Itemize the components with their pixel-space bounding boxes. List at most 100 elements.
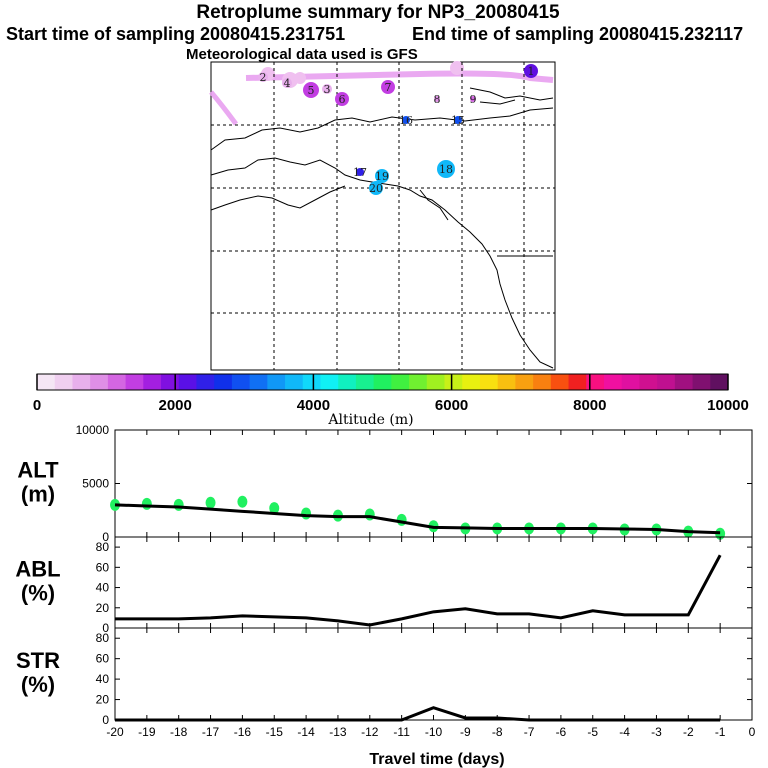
series-line — [115, 706, 721, 722]
map-point-9: 9 — [470, 93, 477, 106]
colorbar-cell — [72, 374, 91, 390]
map-coastlines — [210, 87, 554, 369]
x-tick-label: -6 — [556, 725, 567, 739]
colorbar-cell — [674, 374, 694, 390]
colorbar-cell — [621, 374, 640, 390]
colorbar-cell — [444, 374, 463, 390]
colorbar-cell — [426, 374, 446, 390]
map-point-label: 1 — [528, 65, 535, 78]
map-point-label: 6 — [339, 93, 346, 106]
colorbar-cell — [107, 374, 127, 390]
map-point-label: 4 — [284, 77, 291, 90]
colorbar-cell — [214, 374, 233, 390]
map-point-6: 6 — [335, 92, 349, 106]
map-point-20: 20 — [369, 181, 383, 195]
colorbar-cell — [37, 374, 56, 390]
y-tick-label: 40 — [96, 581, 110, 595]
colorbar-cell — [533, 374, 552, 390]
colorbar-cell — [710, 374, 729, 390]
x-tick-label: -17 — [202, 725, 220, 739]
colorbar-cell — [320, 374, 339, 390]
y-axis-label: ABL — [15, 557, 60, 582]
colorbar-cell — [497, 374, 516, 390]
y-tick-label: 20 — [96, 601, 110, 615]
colorbar-cell — [515, 374, 534, 390]
plume-scatter-point — [237, 495, 248, 508]
x-tick-label: -4 — [619, 725, 630, 739]
x-tick-label: -5 — [587, 725, 598, 739]
colorbar-cell — [231, 374, 251, 390]
colorbar-cell — [90, 374, 109, 390]
panel-abl: ABL(%) 80 60 40 20 0 — [15, 536, 753, 635]
colorbar-cell — [568, 374, 587, 390]
end-time-label: End time of sampling 20080415.232117 — [412, 24, 744, 44]
colorbar-cell — [125, 374, 144, 390]
colorbar-cell — [479, 374, 499, 390]
map-point-4: 4 — [282, 77, 292, 90]
colorbar-cell — [692, 374, 711, 390]
x-tick-label: -16 — [234, 725, 252, 739]
x-tick-label: -18 — [170, 725, 188, 739]
x-tick-label: -12 — [361, 725, 379, 739]
map-point-label: 16 — [399, 114, 413, 127]
y-tick-label: 0 — [102, 621, 109, 635]
x-tick-label: -11 — [393, 725, 410, 739]
map-point-7: 7 — [381, 80, 395, 94]
colorbar-tick-label: 10000 — [707, 397, 749, 414]
colorbar-tick-label: 0 — [33, 397, 41, 414]
x-tick-label: -19 — [138, 725, 156, 739]
colorbar-label: Altitude (m) — [327, 412, 413, 428]
map-point-label: 9 — [470, 93, 477, 106]
y-axis-label: (%) — [21, 672, 55, 697]
x-axis-label: Travel time (days) — [369, 751, 504, 768]
colorbar-cell — [249, 374, 268, 390]
map-point-label: 19 — [375, 170, 389, 183]
colorbar-cell — [302, 374, 321, 390]
y-axis-label: ALT — [17, 458, 59, 483]
y-tick-label: 60 — [96, 560, 110, 574]
y-axis-label: STR — [16, 648, 60, 673]
series-line — [115, 554, 722, 627]
colorbar-tick-label: 6000 — [435, 397, 468, 414]
x-tick-label: -7 — [524, 725, 535, 739]
y-tick-label: 10000 — [76, 423, 110, 437]
colorbar-cell — [161, 374, 180, 390]
colorbar-cell — [285, 374, 304, 390]
map-point-8: 8 — [434, 93, 441, 106]
map-point-16: 16 — [399, 114, 413, 127]
x-tick-label: -20 — [106, 725, 124, 739]
x-tick-label: -13 — [329, 725, 347, 739]
colorbar-cell — [373, 374, 392, 390]
y-tick-label: 0 — [102, 530, 109, 544]
x-tick-label: -2 — [683, 725, 694, 739]
map-point-2: 2 — [258, 71, 268, 84]
x-tick-label: -3 — [651, 725, 662, 739]
colorbar-cell — [657, 374, 676, 390]
x-tick-label: -1 — [715, 725, 726, 739]
colorbar-cell — [462, 374, 481, 390]
panel-alt: ALT(m) 10000 5000 0 — [17, 423, 753, 544]
y-tick-label: 40 — [96, 672, 110, 686]
map-point-label: 8 — [434, 93, 441, 106]
y-tick-label: 60 — [96, 652, 110, 666]
plume-scatter-point — [269, 502, 280, 515]
plume-scatter-point — [301, 507, 312, 520]
x-tick-label: -10 — [425, 725, 443, 739]
y-axis-label: (m) — [21, 482, 55, 507]
colorbar-cell — [178, 374, 197, 390]
colorbar-cell — [338, 374, 357, 390]
plume-scatter-point — [205, 496, 216, 509]
start-time-label: Start time of sampling 20080415.231751 — [6, 24, 346, 44]
chart-title: Retroplume summary for NP3_20080415 — [196, 2, 560, 23]
map-point-label: 20 — [369, 182, 383, 195]
colorbar-cell — [603, 374, 623, 390]
colorbar-tick-label: 8000 — [573, 397, 606, 414]
plume-scatter-point — [173, 498, 184, 511]
map-point-label: 15 — [451, 114, 465, 127]
map-frame — [210, 61, 556, 371]
map-point-label: 17 — [353, 166, 367, 179]
x-tick-label: -14 — [297, 725, 315, 739]
map-point-1: 1 — [524, 64, 538, 78]
